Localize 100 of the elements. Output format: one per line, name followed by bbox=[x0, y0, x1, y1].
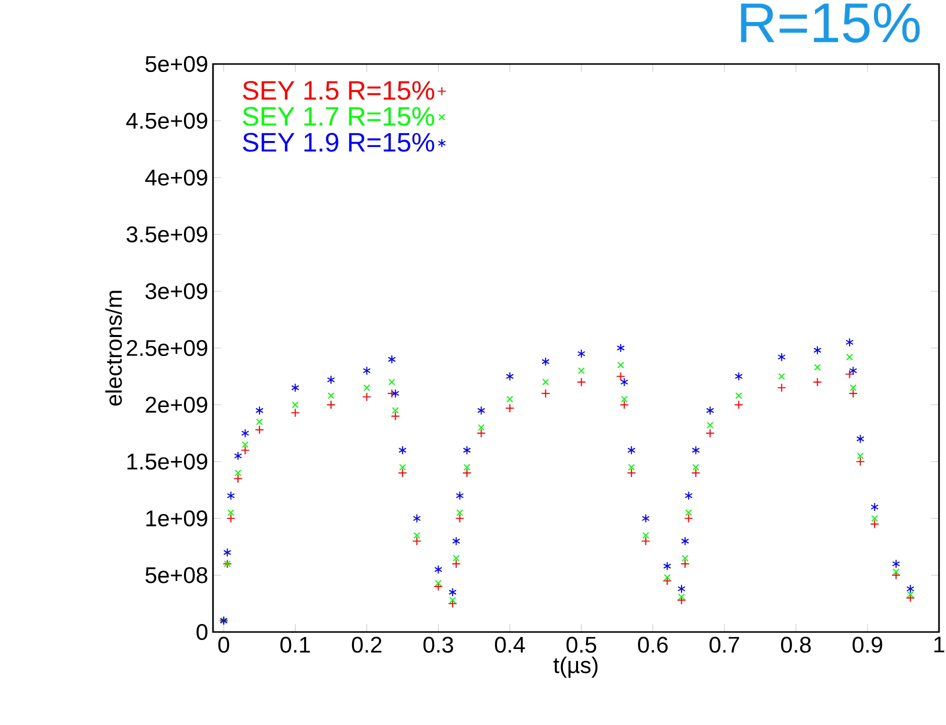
point bbox=[448, 588, 457, 597]
point bbox=[662, 576, 672, 586]
x-tick-label: 0.1 bbox=[280, 636, 310, 653]
point bbox=[434, 564, 442, 574]
point bbox=[541, 388, 550, 398]
point bbox=[678, 584, 686, 594]
y-tick-label: 1.5e+09 bbox=[127, 454, 208, 470]
point bbox=[692, 446, 700, 455]
point bbox=[363, 384, 370, 392]
x-axis-title: t(µs) bbox=[553, 656, 598, 678]
y-tick-label: 4.5e+09 bbox=[126, 112, 208, 129]
point bbox=[228, 509, 234, 516]
point bbox=[291, 383, 300, 392]
point bbox=[505, 404, 514, 413]
point bbox=[256, 418, 263, 426]
point bbox=[685, 509, 692, 516]
point bbox=[814, 364, 821, 371]
point bbox=[478, 424, 485, 431]
point bbox=[628, 464, 635, 471]
point bbox=[542, 357, 550, 366]
chart-title: R=15% bbox=[741, 3, 920, 43]
y-tick-label: 0 bbox=[196, 624, 208, 640]
point bbox=[812, 378, 822, 387]
point bbox=[576, 378, 586, 387]
point bbox=[388, 354, 396, 364]
y-tick-label: 4e+09 bbox=[145, 170, 208, 186]
point bbox=[735, 392, 742, 400]
x-tick-label: 0.2 bbox=[352, 636, 382, 653]
point bbox=[477, 406, 486, 416]
point bbox=[452, 554, 460, 562]
point bbox=[734, 372, 743, 381]
point bbox=[627, 446, 636, 455]
x-tick-label: 0.5 bbox=[566, 636, 596, 653]
point bbox=[892, 559, 900, 568]
y-axis-title: electrons/m bbox=[105, 290, 122, 406]
y-tick-label: 3.5e+09 bbox=[126, 226, 208, 242]
point bbox=[642, 514, 650, 523]
point bbox=[456, 509, 464, 516]
point bbox=[399, 464, 406, 471]
y-tick-label: 2.5e+09 bbox=[126, 340, 208, 356]
point bbox=[462, 446, 471, 455]
point bbox=[871, 515, 878, 522]
point bbox=[848, 388, 858, 398]
point bbox=[362, 392, 372, 402]
point bbox=[226, 491, 235, 500]
x-tick-label: 0 bbox=[218, 636, 230, 653]
point bbox=[684, 491, 693, 500]
point bbox=[476, 428, 486, 438]
point bbox=[778, 352, 786, 362]
point bbox=[464, 464, 470, 471]
point bbox=[906, 593, 915, 602]
point bbox=[706, 422, 714, 429]
point bbox=[856, 452, 864, 460]
y-tick-label: 5e+08 bbox=[146, 567, 208, 584]
point bbox=[542, 378, 549, 386]
point bbox=[907, 591, 914, 598]
point bbox=[846, 354, 853, 360]
point bbox=[856, 434, 864, 444]
x-tick-label: 0.4 bbox=[494, 636, 525, 653]
x-tick-label: 0.7 bbox=[710, 636, 740, 653]
point bbox=[456, 491, 464, 500]
x-tick-label: 1 bbox=[934, 636, 944, 652]
point bbox=[327, 375, 336, 384]
point bbox=[846, 338, 854, 347]
point bbox=[680, 559, 690, 568]
point bbox=[449, 596, 456, 604]
point bbox=[845, 370, 854, 379]
point bbox=[452, 536, 460, 546]
point bbox=[678, 593, 685, 600]
point bbox=[626, 468, 636, 478]
point bbox=[706, 428, 715, 438]
point bbox=[616, 343, 625, 353]
x-tick-label: 0.3 bbox=[423, 636, 454, 653]
point bbox=[506, 396, 514, 402]
point bbox=[691, 468, 700, 478]
y-tick-label: 5e+09 bbox=[146, 56, 208, 72]
point bbox=[240, 446, 250, 455]
point bbox=[254, 425, 264, 434]
legend-label: SEY 1.9 R=15% bbox=[242, 132, 434, 152]
point bbox=[413, 532, 420, 539]
point bbox=[234, 470, 242, 476]
point bbox=[434, 580, 442, 587]
point bbox=[850, 384, 857, 392]
x-tick-label: 0.8 bbox=[781, 636, 811, 653]
point bbox=[641, 536, 650, 546]
x-tick-label: 0.9 bbox=[852, 636, 882, 653]
point bbox=[642, 532, 650, 539]
point bbox=[398, 446, 407, 455]
point bbox=[620, 378, 628, 387]
point bbox=[777, 383, 786, 392]
point bbox=[682, 554, 688, 562]
point bbox=[706, 406, 714, 416]
point bbox=[391, 388, 400, 398]
point bbox=[813, 346, 822, 355]
point bbox=[455, 514, 464, 523]
point bbox=[390, 412, 400, 421]
point bbox=[778, 373, 786, 380]
point bbox=[462, 468, 472, 478]
point bbox=[620, 396, 628, 402]
point bbox=[398, 468, 408, 478]
